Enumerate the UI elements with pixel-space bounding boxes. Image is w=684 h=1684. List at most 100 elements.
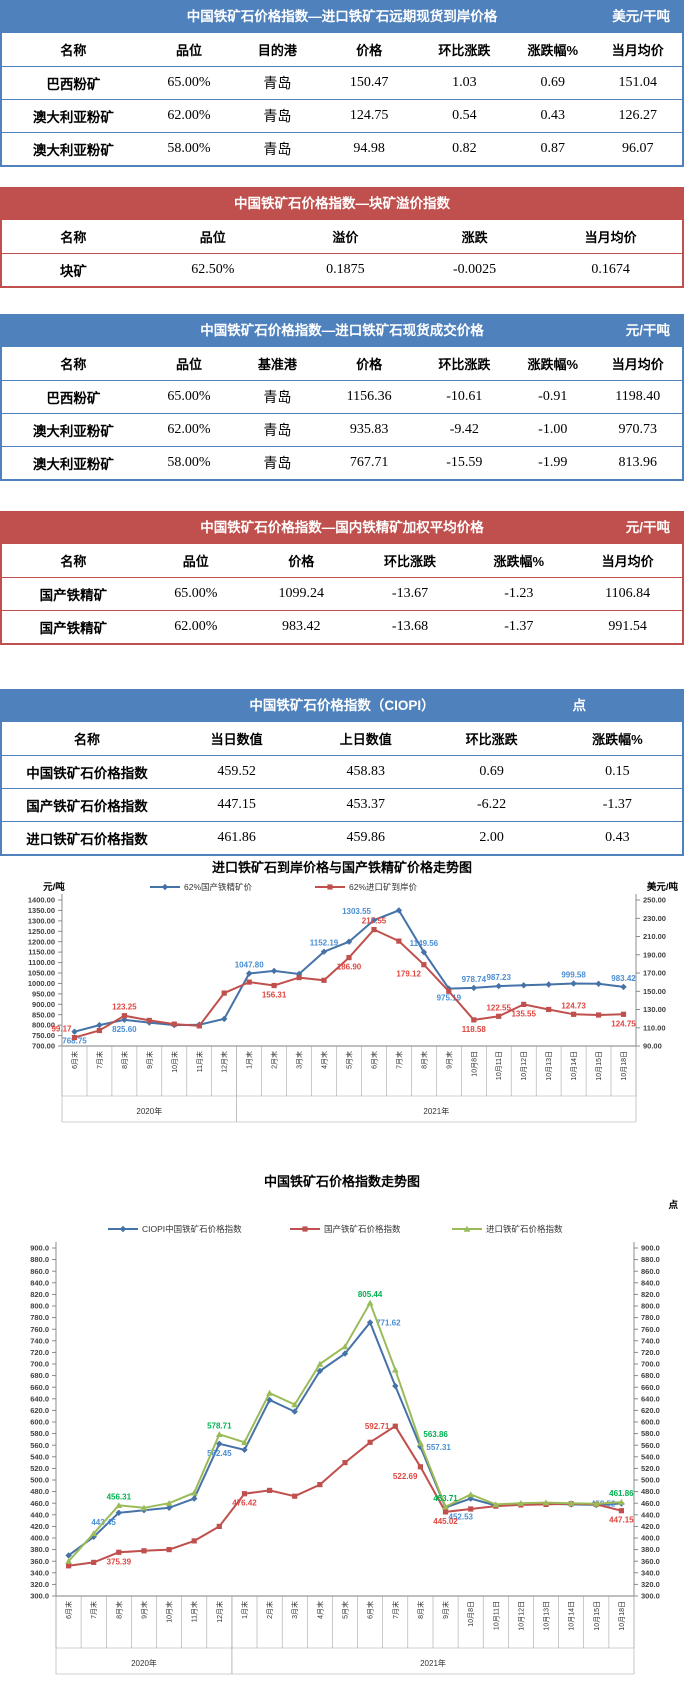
value-cell: 458.83 xyxy=(346,764,386,779)
svg-text:点: 点 xyxy=(668,1199,678,1211)
svg-text:11月末: 11月末 xyxy=(190,1601,199,1622)
table-header-cell: 品位 xyxy=(182,554,209,569)
value-cell: 1099.24 xyxy=(278,586,324,601)
svg-text:360.0: 360.0 xyxy=(30,1557,49,1566)
svg-text:1303.55: 1303.55 xyxy=(342,907,371,916)
svg-text:9月末: 9月末 xyxy=(145,1051,154,1069)
table-header-cell: 价格 xyxy=(356,43,383,58)
svg-text:2月末: 2月末 xyxy=(270,1051,279,1069)
value-cell: 62.00% xyxy=(167,422,211,437)
value-cell: -0.0025 xyxy=(452,262,497,277)
svg-text:592.71: 592.71 xyxy=(365,1422,390,1431)
svg-text:580.0: 580.0 xyxy=(30,1429,49,1438)
svg-text:520.0: 520.0 xyxy=(641,1464,660,1473)
svg-text:130.00: 130.00 xyxy=(643,1005,666,1014)
value-cell: -9.42 xyxy=(449,422,479,437)
table-row: 巴西粉矿 65.00% 青岛 1156.36 -10.61 -0.91 1198.40 xyxy=(2,380,682,413)
svg-text:557.31: 557.31 xyxy=(426,1443,451,1452)
svg-text:10月13日: 10月13日 xyxy=(545,1051,553,1081)
svg-text:99.17: 99.17 xyxy=(51,1025,72,1034)
value-cell: 1.03 xyxy=(452,75,477,90)
table-body: 巴西粉矿 65.00% 青岛 1156.36 -10.61 -0.91 1198.40 澳大利… xyxy=(2,380,682,479)
svg-text:640.0: 640.0 xyxy=(30,1394,49,1403)
svg-text:217.55: 217.55 xyxy=(362,917,387,926)
table-body: 巴西粉矿 65.00% 青岛 150.47 1.03 0.69 151.04 澳大利亚粉矿 62… xyxy=(2,66,682,165)
row-name-cell: 块矿 xyxy=(59,264,87,279)
svg-text:375.39: 375.39 xyxy=(107,1557,132,1566)
chart-ciopi-trend: 中国铁矿石价格指数走势图点 CIOPI中国铁矿石价格指数 国产铁矿石价格指数 进口铁矿… xyxy=(0,1168,684,1678)
value-cell: 青岛 xyxy=(263,457,292,472)
value-cell: 151.04 xyxy=(618,75,657,90)
svg-text:国产铁矿石价格指数: 国产铁矿石价格指数 xyxy=(324,1224,401,1234)
table-title: 中国铁矿石价格指数（CIOPI） xyxy=(249,698,435,713)
svg-text:840.0: 840.0 xyxy=(641,1278,660,1287)
table-row: 澳大利亚粉矿 62.00% 青岛 124.75 0.54 0.43 126.27 xyxy=(2,99,682,132)
table-header-cell: 涨跌幅% xyxy=(527,357,579,372)
value-cell: 459.52 xyxy=(217,764,256,779)
svg-text:978.74: 978.74 xyxy=(462,975,487,984)
row-name-cell: 巴西粉矿 xyxy=(46,391,101,406)
table-unit: 元/干吨 xyxy=(625,520,670,535)
row-name-cell: 国产铁精矿 xyxy=(39,588,108,603)
svg-text:600.0: 600.0 xyxy=(641,1418,660,1427)
svg-text:880.0: 880.0 xyxy=(641,1255,660,1264)
table-header-cell: 环比涨跌 xyxy=(383,554,436,569)
svg-text:8月末: 8月末 xyxy=(416,1601,425,1619)
svg-text:10月12日: 10月12日 xyxy=(520,1051,528,1081)
table-header-cell: 环比涨跌 xyxy=(465,732,518,747)
table-body: 中国铁矿石价格指数 459.52 458.83 0.69 0.15 国产铁矿石价格指数 44… xyxy=(2,755,682,854)
svg-text:8月末: 8月末 xyxy=(419,1051,428,1069)
svg-text:10月18日: 10月18日 xyxy=(620,1051,628,1081)
svg-text:230.00: 230.00 xyxy=(643,914,666,923)
svg-text:620.0: 620.0 xyxy=(641,1406,660,1415)
svg-text:999.58: 999.58 xyxy=(561,971,586,980)
svg-text:720.0: 720.0 xyxy=(641,1348,660,1357)
svg-text:740.0: 740.0 xyxy=(30,1336,49,1345)
svg-text:2021年: 2021年 xyxy=(420,1658,446,1668)
svg-text:9月末: 9月末 xyxy=(444,1051,453,1069)
svg-text:1200.00: 1200.00 xyxy=(28,937,55,946)
table-ciopi-index: 中国铁矿石价格指数（CIOPI） 点 名称 当日数值 上日数值 环比涨跌 涨跌幅% 中国… xyxy=(0,689,684,856)
svg-text:780.0: 780.0 xyxy=(30,1313,49,1322)
svg-text:420.0: 420.0 xyxy=(30,1522,49,1531)
svg-text:453.71: 453.71 xyxy=(433,1494,458,1503)
svg-text:476.42: 476.42 xyxy=(232,1499,257,1508)
svg-text:10月18日: 10月18日 xyxy=(618,1601,626,1631)
value-cell: 青岛 xyxy=(263,391,292,406)
table-header-cell: 当月均价 xyxy=(584,230,637,245)
svg-text:CIOPI中国铁矿石价格指数: CIOPI中国铁矿石价格指数 xyxy=(142,1224,242,1234)
svg-text:520.0: 520.0 xyxy=(30,1464,49,1473)
svg-text:2021年: 2021年 xyxy=(423,1106,449,1116)
svg-text:983.42: 983.42 xyxy=(611,974,636,983)
value-cell: 0.54 xyxy=(452,108,477,123)
svg-text:1150.00: 1150.00 xyxy=(28,948,55,957)
svg-text:680.0: 680.0 xyxy=(641,1371,660,1380)
svg-text:5月末: 5月末 xyxy=(345,1051,354,1069)
svg-text:7月末: 7月末 xyxy=(391,1601,400,1619)
svg-text:420.0: 420.0 xyxy=(641,1522,660,1531)
value-cell: 0.15 xyxy=(605,764,630,779)
value-cell: 62.50% xyxy=(191,262,235,277)
svg-text:860.0: 860.0 xyxy=(30,1267,49,1276)
table-title: 中国铁矿石价格指数—进口铁矿石现货成交价格 xyxy=(200,323,484,338)
svg-text:560.0: 560.0 xyxy=(30,1441,49,1450)
value-cell: -15.59 xyxy=(446,455,483,470)
svg-text:522.69: 522.69 xyxy=(393,1472,418,1481)
svg-text:461.86: 461.86 xyxy=(609,1489,634,1498)
svg-text:12月末: 12月末 xyxy=(220,1051,229,1073)
value-cell: 767.71 xyxy=(349,455,389,470)
svg-text:6月末: 6月末 xyxy=(366,1601,375,1619)
svg-text:1047.80: 1047.80 xyxy=(235,961,264,970)
svg-text:8月末: 8月末 xyxy=(114,1601,123,1619)
svg-text:4月末: 4月末 xyxy=(320,1051,329,1069)
svg-text:10月14日: 10月14日 xyxy=(570,1051,578,1081)
svg-text:771.62: 771.62 xyxy=(376,1319,401,1328)
svg-text:440.0: 440.0 xyxy=(30,1510,49,1519)
table-header-cell: 价格 xyxy=(356,357,383,372)
svg-text:805.44: 805.44 xyxy=(358,1290,383,1299)
svg-text:562.45: 562.45 xyxy=(207,1449,232,1458)
value-cell: 0.43 xyxy=(540,108,566,123)
svg-text:500.0: 500.0 xyxy=(641,1476,660,1485)
